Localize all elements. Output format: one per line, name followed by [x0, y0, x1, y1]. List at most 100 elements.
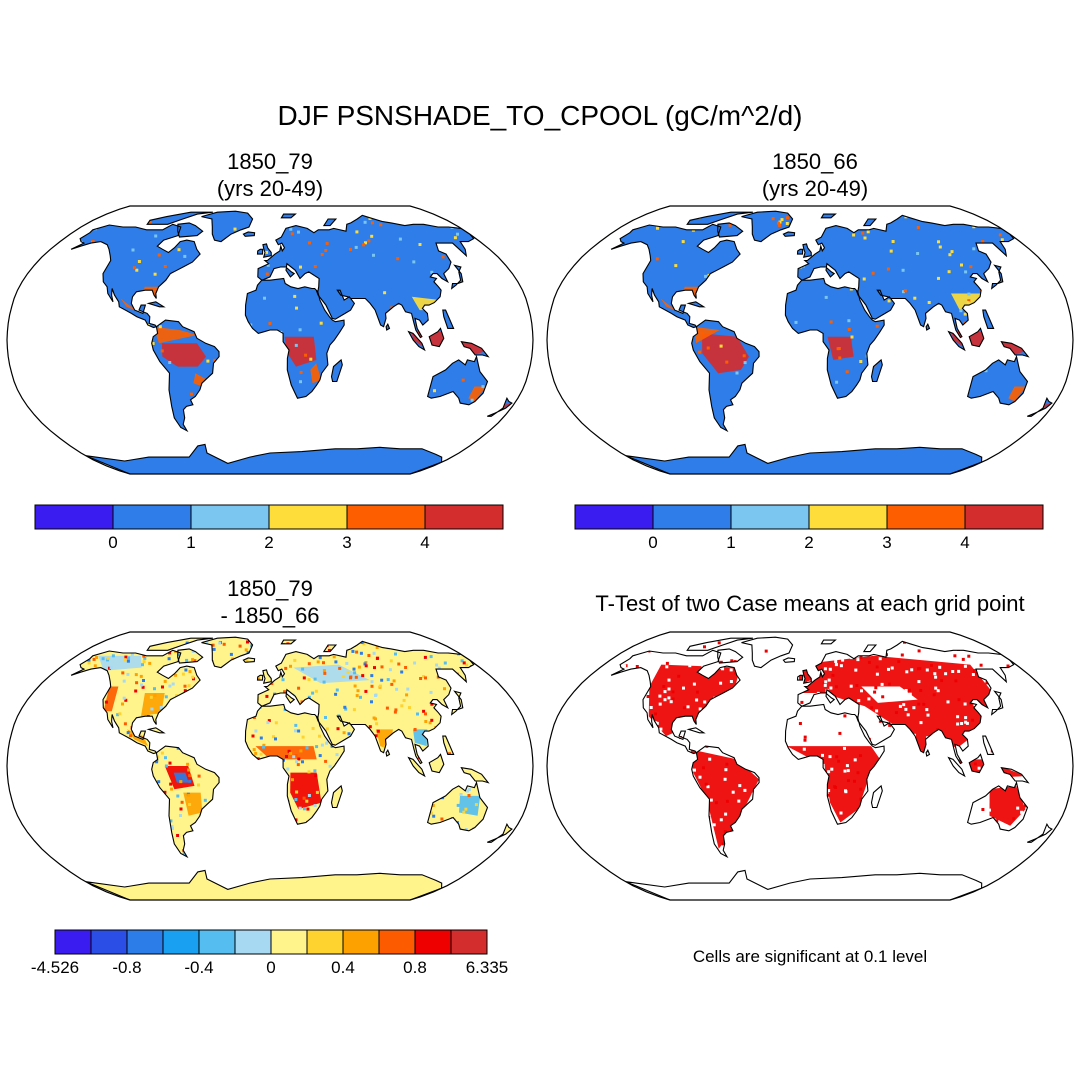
coastline-greenland: [741, 210, 794, 243]
grid-cell: [729, 680, 733, 683]
grid-cell: [460, 659, 464, 663]
landmass-philippines: [442, 736, 454, 755]
grid-cell: [889, 651, 892, 655]
grid-cell: [324, 759, 328, 763]
grid-cell: [155, 760, 159, 764]
grid-cell: [977, 766, 981, 770]
grid-cell: [311, 691, 315, 695]
grid-cell: [709, 798, 713, 802]
grid-cell: [845, 370, 849, 374]
grid-cell: [448, 752, 451, 756]
grid-cell: [252, 716, 256, 719]
value-region: [989, 785, 1026, 826]
grid-cell: [188, 779, 192, 783]
grid-cell: [257, 677, 261, 681]
grid-cell: [904, 707, 908, 711]
grid-cell: [177, 248, 181, 252]
grid-cell: [134, 673, 138, 677]
landmass-borneo: [429, 754, 444, 773]
grid-cell: [265, 694, 269, 698]
map-panel-difference: [6, 631, 534, 901]
grid-cell: [404, 666, 408, 669]
grid-cell: [828, 755, 832, 759]
coastline-ireland: [256, 248, 264, 255]
grid-cell: [370, 674, 374, 678]
grid-cell: [823, 709, 827, 713]
grid-cell: [723, 830, 727, 833]
grid-cell: [827, 770, 831, 774]
grid-cell: [870, 706, 874, 710]
grid-cell: [168, 651, 172, 655]
grid-cell: [757, 650, 761, 653]
grid-cell: [428, 721, 432, 725]
coastline-antarctica: [625, 443, 983, 474]
grid-cell: [667, 696, 671, 700]
colorbar-box: [730, 504, 810, 530]
grid-cell: [872, 803, 876, 807]
grid-cell: [274, 737, 277, 741]
ocean: [547, 632, 1073, 900]
colorbar-box: [90, 929, 128, 955]
grid-cell: [334, 660, 338, 664]
grid-cell: [298, 806, 302, 810]
grid-cell: [229, 652, 233, 656]
grid-cell: [947, 270, 951, 274]
grid-cell: [295, 760, 299, 764]
grid-cell: [396, 257, 400, 261]
grid-cell: [126, 659, 130, 663]
grid-cell: [743, 361, 747, 365]
coastline-south-america: [151, 745, 220, 859]
grid-cell: [130, 652, 134, 656]
coastline-antarctica: [625, 869, 983, 900]
grid-cell: [101, 657, 105, 661]
grid-cell: [796, 735, 800, 739]
grid-cell: [828, 734, 832, 738]
coastline-svalbard: [820, 639, 837, 645]
grid-cell: [416, 712, 419, 716]
grid-cell: [385, 706, 389, 710]
grid-cell: [307, 695, 311, 699]
colorbar-tick-label: 0.8: [403, 958, 427, 977]
grid-cell: [324, 716, 327, 719]
grid-cell: [917, 649, 921, 653]
grid-cell: [849, 684, 853, 688]
grid-cell: [320, 253, 324, 257]
panel-title-1850-66: 1850_66 (yrs 20-49): [665, 148, 965, 202]
grid-cell: [654, 712, 658, 716]
grid-cell: [725, 762, 729, 766]
grid-cell: [963, 702, 967, 706]
grid-cell: [87, 661, 91, 665]
grid-cell: [981, 240, 985, 243]
landmass-greenland: [741, 211, 793, 242]
grid-cell: [948, 253, 952, 257]
grid-cell: [440, 817, 444, 821]
grid-cell: [265, 272, 269, 276]
coastline-baffin: [717, 648, 744, 664]
grid-cell: [294, 343, 298, 347]
coastline-new-zealand: [487, 396, 513, 417]
grid-cell: [760, 647, 764, 650]
grid-cell: [1006, 664, 1010, 668]
grid-cell: [364, 689, 368, 693]
grid-cell: [159, 706, 163, 709]
grid-cell: [149, 695, 153, 699]
colorbar-box: [198, 929, 236, 955]
landmass-novaya-zemlya: [863, 219, 876, 226]
grid-cell: [127, 656, 131, 660]
grid-cell: [846, 769, 850, 773]
grid-cell: [719, 660, 723, 664]
coastline-greenland: [201, 210, 254, 243]
grid-cell: [142, 660, 146, 664]
grid-cell: [361, 674, 365, 678]
grid-cell: [867, 697, 871, 701]
grid-cell: [164, 756, 167, 760]
grid-cell: [298, 328, 302, 332]
grid-cell: [332, 655, 336, 659]
grid-cell: [894, 711, 898, 715]
grid-cell: [318, 656, 322, 660]
grid-cell: [430, 811, 433, 815]
colorbar-box: [162, 929, 200, 955]
grid-cell: [185, 658, 189, 662]
coastline-iceland: [782, 657, 796, 663]
grid-cell: [153, 272, 157, 276]
